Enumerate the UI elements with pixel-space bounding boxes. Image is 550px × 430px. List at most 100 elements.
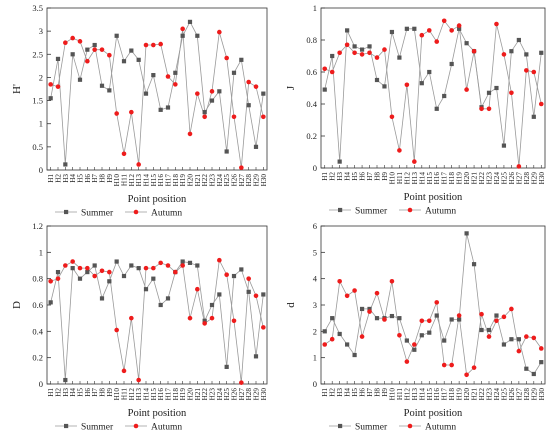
data-point-autumn	[224, 272, 229, 278]
x-tick-label: H24	[216, 174, 224, 187]
x-tick-label: H5	[77, 174, 85, 183]
data-point-summer	[449, 61, 454, 67]
x-tick-label: H3	[336, 172, 344, 181]
x-tick-label: H6	[84, 388, 92, 397]
x-tick-label: H16	[433, 388, 441, 401]
y-axis-label: H'	[11, 84, 23, 94]
y-tick-label: 0	[39, 379, 43, 389]
data-point-summer	[143, 287, 149, 292]
data-point-autumn	[151, 42, 156, 48]
x-tick-label: H29	[253, 388, 261, 401]
x-tick-label: H27	[238, 174, 246, 187]
data-point-autumn	[337, 279, 342, 284]
legend-label: Summer	[355, 207, 388, 217]
x-tick-label: H9	[106, 388, 114, 397]
data-point-summer	[322, 87, 327, 92]
x-tick-label: H20	[187, 388, 195, 401]
data-point-summer	[99, 296, 105, 301]
x-tick-label: H30	[260, 388, 268, 401]
x-tick-label: H1	[321, 172, 329, 181]
data-point-autumn	[479, 311, 484, 317]
data-point-summer	[427, 330, 432, 335]
data-point-summer	[501, 342, 507, 347]
x-tick-label: H4	[344, 172, 352, 181]
data-point-summer	[165, 296, 171, 301]
data-point-summer	[187, 260, 193, 265]
data-point-summer	[337, 331, 342, 337]
data-point-autumn	[114, 327, 119, 333]
data-point-autumn	[253, 84, 259, 89]
x-tick-label: H13	[135, 388, 143, 401]
y-axis-label: d	[285, 302, 297, 308]
x-tick-label: H26	[508, 388, 516, 401]
data-point-autumn	[441, 362, 447, 368]
data-point-autumn	[187, 315, 193, 321]
data-point-autumn	[419, 32, 425, 38]
legend: Summer Autumn	[55, 209, 182, 219]
x-tick-label: H8	[99, 388, 107, 397]
x-tick-label: H29	[530, 388, 538, 401]
data-point-autumn	[121, 368, 127, 374]
legend-label: Summer	[81, 209, 114, 219]
plot-frame	[46, 7, 268, 171]
x-tick-label: H18	[448, 388, 456, 401]
data-point-autumn	[449, 362, 454, 368]
legend-marker-summer	[64, 423, 69, 429]
y-tick-label: 0.4	[306, 99, 317, 109]
data-point-autumn	[456, 23, 462, 28]
x-tick-label: H15	[426, 172, 434, 185]
data-point-summer	[195, 263, 200, 268]
data-point-summer	[246, 289, 251, 294]
data-point-autumn	[77, 265, 83, 271]
x-tick-label: H17	[165, 388, 173, 401]
data-point-summer	[165, 105, 171, 110]
plot-frame	[320, 7, 546, 169]
x-tick-label: H25	[223, 174, 231, 187]
data-point-summer	[85, 269, 90, 275]
x-tick-label: H25	[500, 172, 508, 185]
data-point-autumn	[374, 290, 380, 296]
x-tick-label: H12	[128, 388, 136, 401]
data-point-autumn	[165, 74, 171, 79]
data-point-autumn	[180, 26, 185, 32]
y-tick-label: 0	[39, 165, 43, 175]
data-point-autumn	[195, 286, 200, 292]
x-tick-label: H14	[143, 388, 151, 401]
data-point-summer	[516, 337, 521, 342]
x-tick-label: H11	[121, 174, 129, 187]
data-point-summer	[121, 59, 127, 64]
x-tick-label: H5	[351, 388, 359, 397]
data-point-autumn	[92, 47, 97, 52]
data-point-autumn	[99, 47, 105, 52]
data-point-summer	[180, 259, 185, 264]
x-tick-label: H12	[403, 388, 411, 401]
data-point-summer	[253, 354, 259, 359]
y-tick-label: 0	[313, 163, 317, 173]
x-tick-label: H12	[403, 172, 411, 185]
y-tick-label: 2	[39, 72, 43, 82]
data-point-autumn	[434, 300, 440, 305]
data-point-autumn	[85, 265, 90, 271]
x-tick-label: H25	[500, 388, 508, 401]
x-tick-label: H7	[91, 174, 99, 183]
data-point-summer	[374, 316, 380, 321]
chart-panel-1: 00.511.522.533.5H'H1 H2 H3 H4 H5 H6 H7 H8 H9 H10 H…	[11, 3, 268, 219]
data-point-autumn	[253, 293, 259, 299]
legend-marker-autumn	[407, 423, 413, 429]
legend-label: Summer	[81, 423, 114, 430]
x-tick-label: H23	[486, 388, 494, 401]
data-point-autumn	[344, 293, 350, 299]
y-axis-label: J	[285, 85, 297, 90]
data-point-autumn	[261, 114, 266, 120]
data-point-autumn	[48, 82, 53, 87]
data-point-autumn	[352, 50, 357, 56]
data-point-autumn	[99, 268, 105, 274]
x-tick-label: H1	[47, 174, 55, 183]
data-point-summer	[389, 313, 395, 319]
data-point-summer	[92, 42, 97, 48]
x-tick-label: H2	[329, 388, 337, 397]
y-tick-label: 0.5	[32, 142, 43, 152]
data-point-summer	[359, 47, 365, 52]
data-point-autumn	[63, 263, 68, 268]
data-point-autumn	[239, 165, 244, 170]
